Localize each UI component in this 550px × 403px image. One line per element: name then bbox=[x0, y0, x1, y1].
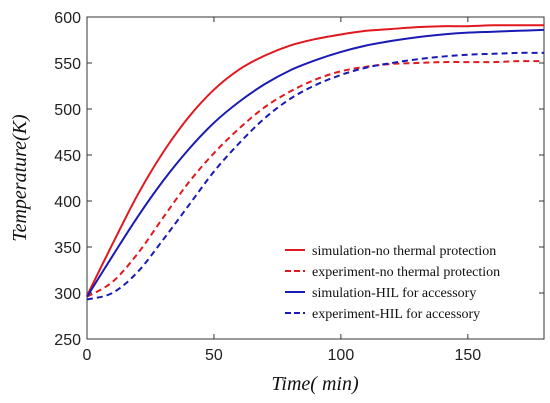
x-tick-label: 150 bbox=[454, 347, 481, 364]
series-line-1 bbox=[86, 24, 544, 297]
series-line-2 bbox=[86, 60, 545, 298]
y-tick-label: 550 bbox=[54, 56, 81, 73]
x-tick-label: 50 bbox=[205, 347, 223, 364]
x-axis-title: Time( min) bbox=[271, 373, 359, 395]
x-axis: 0 50 100 150 bbox=[83, 17, 481, 364]
x-tick-label: 100 bbox=[328, 347, 355, 364]
legend: simulation-no thermal protection experime… bbox=[285, 244, 500, 322]
y-axis: 250 300 350 400 450 500 550 600 bbox=[54, 10, 544, 349]
y-tick-label: 400 bbox=[54, 194, 81, 211]
series-lines bbox=[86, 24, 545, 301]
y-tick-label: 350 bbox=[54, 240, 81, 257]
series-line-4 bbox=[86, 51, 545, 301]
plot-area-frame bbox=[86, 16, 545, 340]
legend-label: simulation-no thermal protection bbox=[312, 244, 496, 259]
legend-label: simulation-HIL for accessory bbox=[312, 286, 476, 301]
legend-label: experiment-no thermal protection bbox=[312, 265, 500, 280]
y-tick-label: 450 bbox=[54, 148, 81, 165]
y-tick-label: 600 bbox=[54, 10, 81, 27]
y-tick-label: 500 bbox=[54, 102, 81, 119]
legend-label: experiment-HIL for accessory bbox=[312, 307, 480, 322]
y-tick-label: 300 bbox=[54, 286, 81, 303]
y-tick-label: 250 bbox=[54, 332, 81, 349]
x-tick-label: 0 bbox=[83, 347, 92, 364]
y-axis-title: Temperature(K) bbox=[9, 114, 31, 242]
series-line-3 bbox=[86, 28, 545, 298]
